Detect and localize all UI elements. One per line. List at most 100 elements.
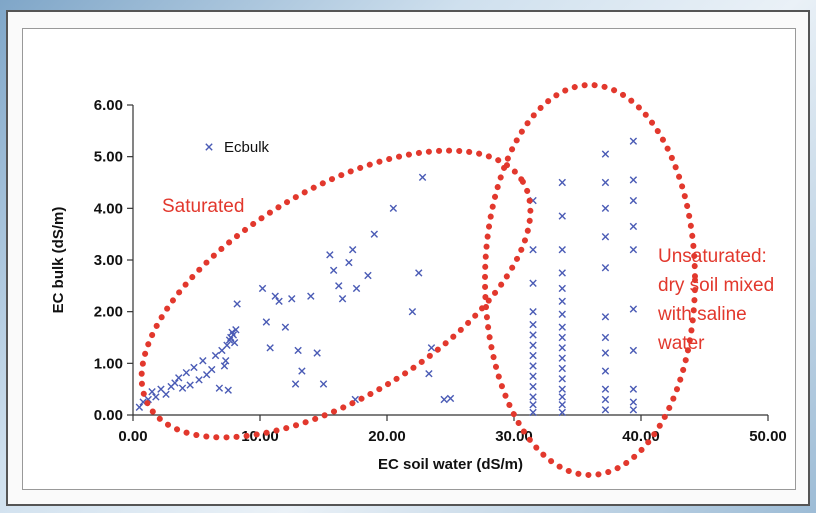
x-tick-label: 30.00 bbox=[495, 428, 533, 445]
data-point bbox=[629, 137, 638, 145]
data-point bbox=[233, 300, 241, 308]
data-point bbox=[135, 403, 144, 411]
data-point bbox=[529, 351, 537, 360]
data-point bbox=[258, 284, 267, 293]
data-point bbox=[281, 323, 290, 331]
annotation-unsaturated-line1: Unsaturated: bbox=[658, 246, 767, 267]
data-point bbox=[601, 333, 610, 342]
data-point bbox=[440, 395, 448, 404]
data-point bbox=[558, 364, 566, 373]
data-point bbox=[171, 379, 179, 387]
data-point bbox=[529, 331, 537, 339]
scatter-chart: 0.00 10.00 20.00 30.00 40.00 50.000.001.002.0… bbox=[50, 82, 787, 478]
annotation-unsaturated-line3: with saline bbox=[657, 304, 747, 325]
data-point bbox=[558, 375, 566, 383]
data-point bbox=[427, 344, 436, 352]
data-point bbox=[629, 346, 638, 355]
data-point bbox=[558, 385, 566, 393]
data-point bbox=[629, 245, 638, 254]
data-point bbox=[195, 376, 203, 384]
data-point bbox=[298, 367, 306, 375]
data-points bbox=[135, 137, 638, 417]
data-point bbox=[230, 338, 239, 347]
data-point bbox=[425, 369, 433, 378]
data-point bbox=[558, 323, 566, 331]
data-point bbox=[220, 362, 229, 370]
data-point bbox=[186, 381, 194, 389]
data-point bbox=[629, 196, 638, 205]
data-point bbox=[352, 284, 361, 293]
y-tick-label: 6.00 bbox=[94, 97, 123, 114]
data-point bbox=[558, 297, 566, 306]
data-point bbox=[182, 368, 191, 377]
data-point bbox=[558, 310, 566, 318]
data-point bbox=[389, 204, 398, 213]
data-point bbox=[345, 258, 353, 267]
data-point bbox=[601, 233, 610, 241]
y-tick-label: 3.00 bbox=[94, 252, 123, 269]
y-tick-label: 1.00 bbox=[94, 355, 123, 372]
data-point bbox=[529, 372, 537, 380]
data-point bbox=[601, 150, 610, 158]
data-point bbox=[224, 386, 232, 394]
data-point bbox=[558, 333, 566, 342]
data-point bbox=[529, 400, 537, 409]
unsaturated-ellipse bbox=[482, 82, 698, 478]
data-point bbox=[271, 292, 279, 300]
legend: Ecbulk bbox=[205, 139, 270, 156]
data-point bbox=[208, 365, 216, 374]
data-point bbox=[529, 408, 537, 417]
data-point bbox=[601, 395, 610, 404]
data-point bbox=[307, 292, 315, 300]
x-axis-title: EC soil water (dS/m) bbox=[378, 456, 523, 473]
data-point bbox=[364, 271, 372, 280]
data-point bbox=[601, 406, 610, 414]
data-point bbox=[558, 408, 566, 417]
data-point bbox=[215, 384, 224, 392]
annotations: Saturated Unsaturated: dry soil mixed wi… bbox=[138, 82, 774, 478]
data-point bbox=[148, 388, 156, 396]
data-point bbox=[175, 374, 183, 382]
data-point bbox=[558, 284, 566, 293]
data-point bbox=[190, 363, 198, 372]
data-point bbox=[288, 295, 296, 303]
data-point bbox=[408, 307, 417, 316]
data-point bbox=[529, 362, 537, 370]
x-tick-label: 20.00 bbox=[368, 428, 406, 445]
x-tick-label: 0.00 bbox=[118, 428, 147, 445]
data-point bbox=[313, 349, 321, 357]
data-point bbox=[601, 385, 610, 393]
data-point bbox=[601, 367, 610, 375]
data-point bbox=[446, 394, 455, 403]
data-point bbox=[229, 331, 238, 339]
data-point bbox=[529, 341, 537, 349]
data-point bbox=[415, 269, 423, 277]
data-point bbox=[529, 393, 537, 401]
data-point bbox=[629, 176, 638, 184]
y-tick-label: 5.00 bbox=[94, 149, 123, 166]
data-point bbox=[349, 245, 357, 254]
data-point bbox=[329, 266, 338, 275]
data-point bbox=[601, 178, 610, 187]
data-point bbox=[338, 295, 347, 303]
data-point bbox=[223, 341, 231, 349]
data-point bbox=[629, 222, 638, 231]
data-point bbox=[558, 212, 566, 220]
data-point bbox=[222, 357, 230, 365]
data-point bbox=[262, 318, 271, 326]
y-tick-label: 2.00 bbox=[94, 304, 123, 321]
x-tick-label: 50.00 bbox=[749, 428, 787, 445]
data-point bbox=[629, 406, 638, 414]
data-point bbox=[629, 385, 638, 393]
data-point bbox=[232, 326, 240, 334]
data-point bbox=[529, 320, 537, 329]
data-point bbox=[178, 384, 187, 392]
chart-area: 0.00 10.00 20.00 30.00 40.00 50.00 0.00 1.00 2.0… bbox=[22, 28, 796, 490]
data-point bbox=[601, 349, 610, 357]
annotation-saturated: Saturated bbox=[162, 196, 244, 217]
data-point bbox=[370, 230, 378, 238]
figure-frame: 0.00 10.00 20.00 30.00 40.00 50.00 0.00 1.00 2.0… bbox=[6, 10, 810, 506]
saturated-ellipse bbox=[138, 147, 534, 441]
data-point bbox=[294, 346, 302, 355]
data-point bbox=[266, 344, 274, 352]
